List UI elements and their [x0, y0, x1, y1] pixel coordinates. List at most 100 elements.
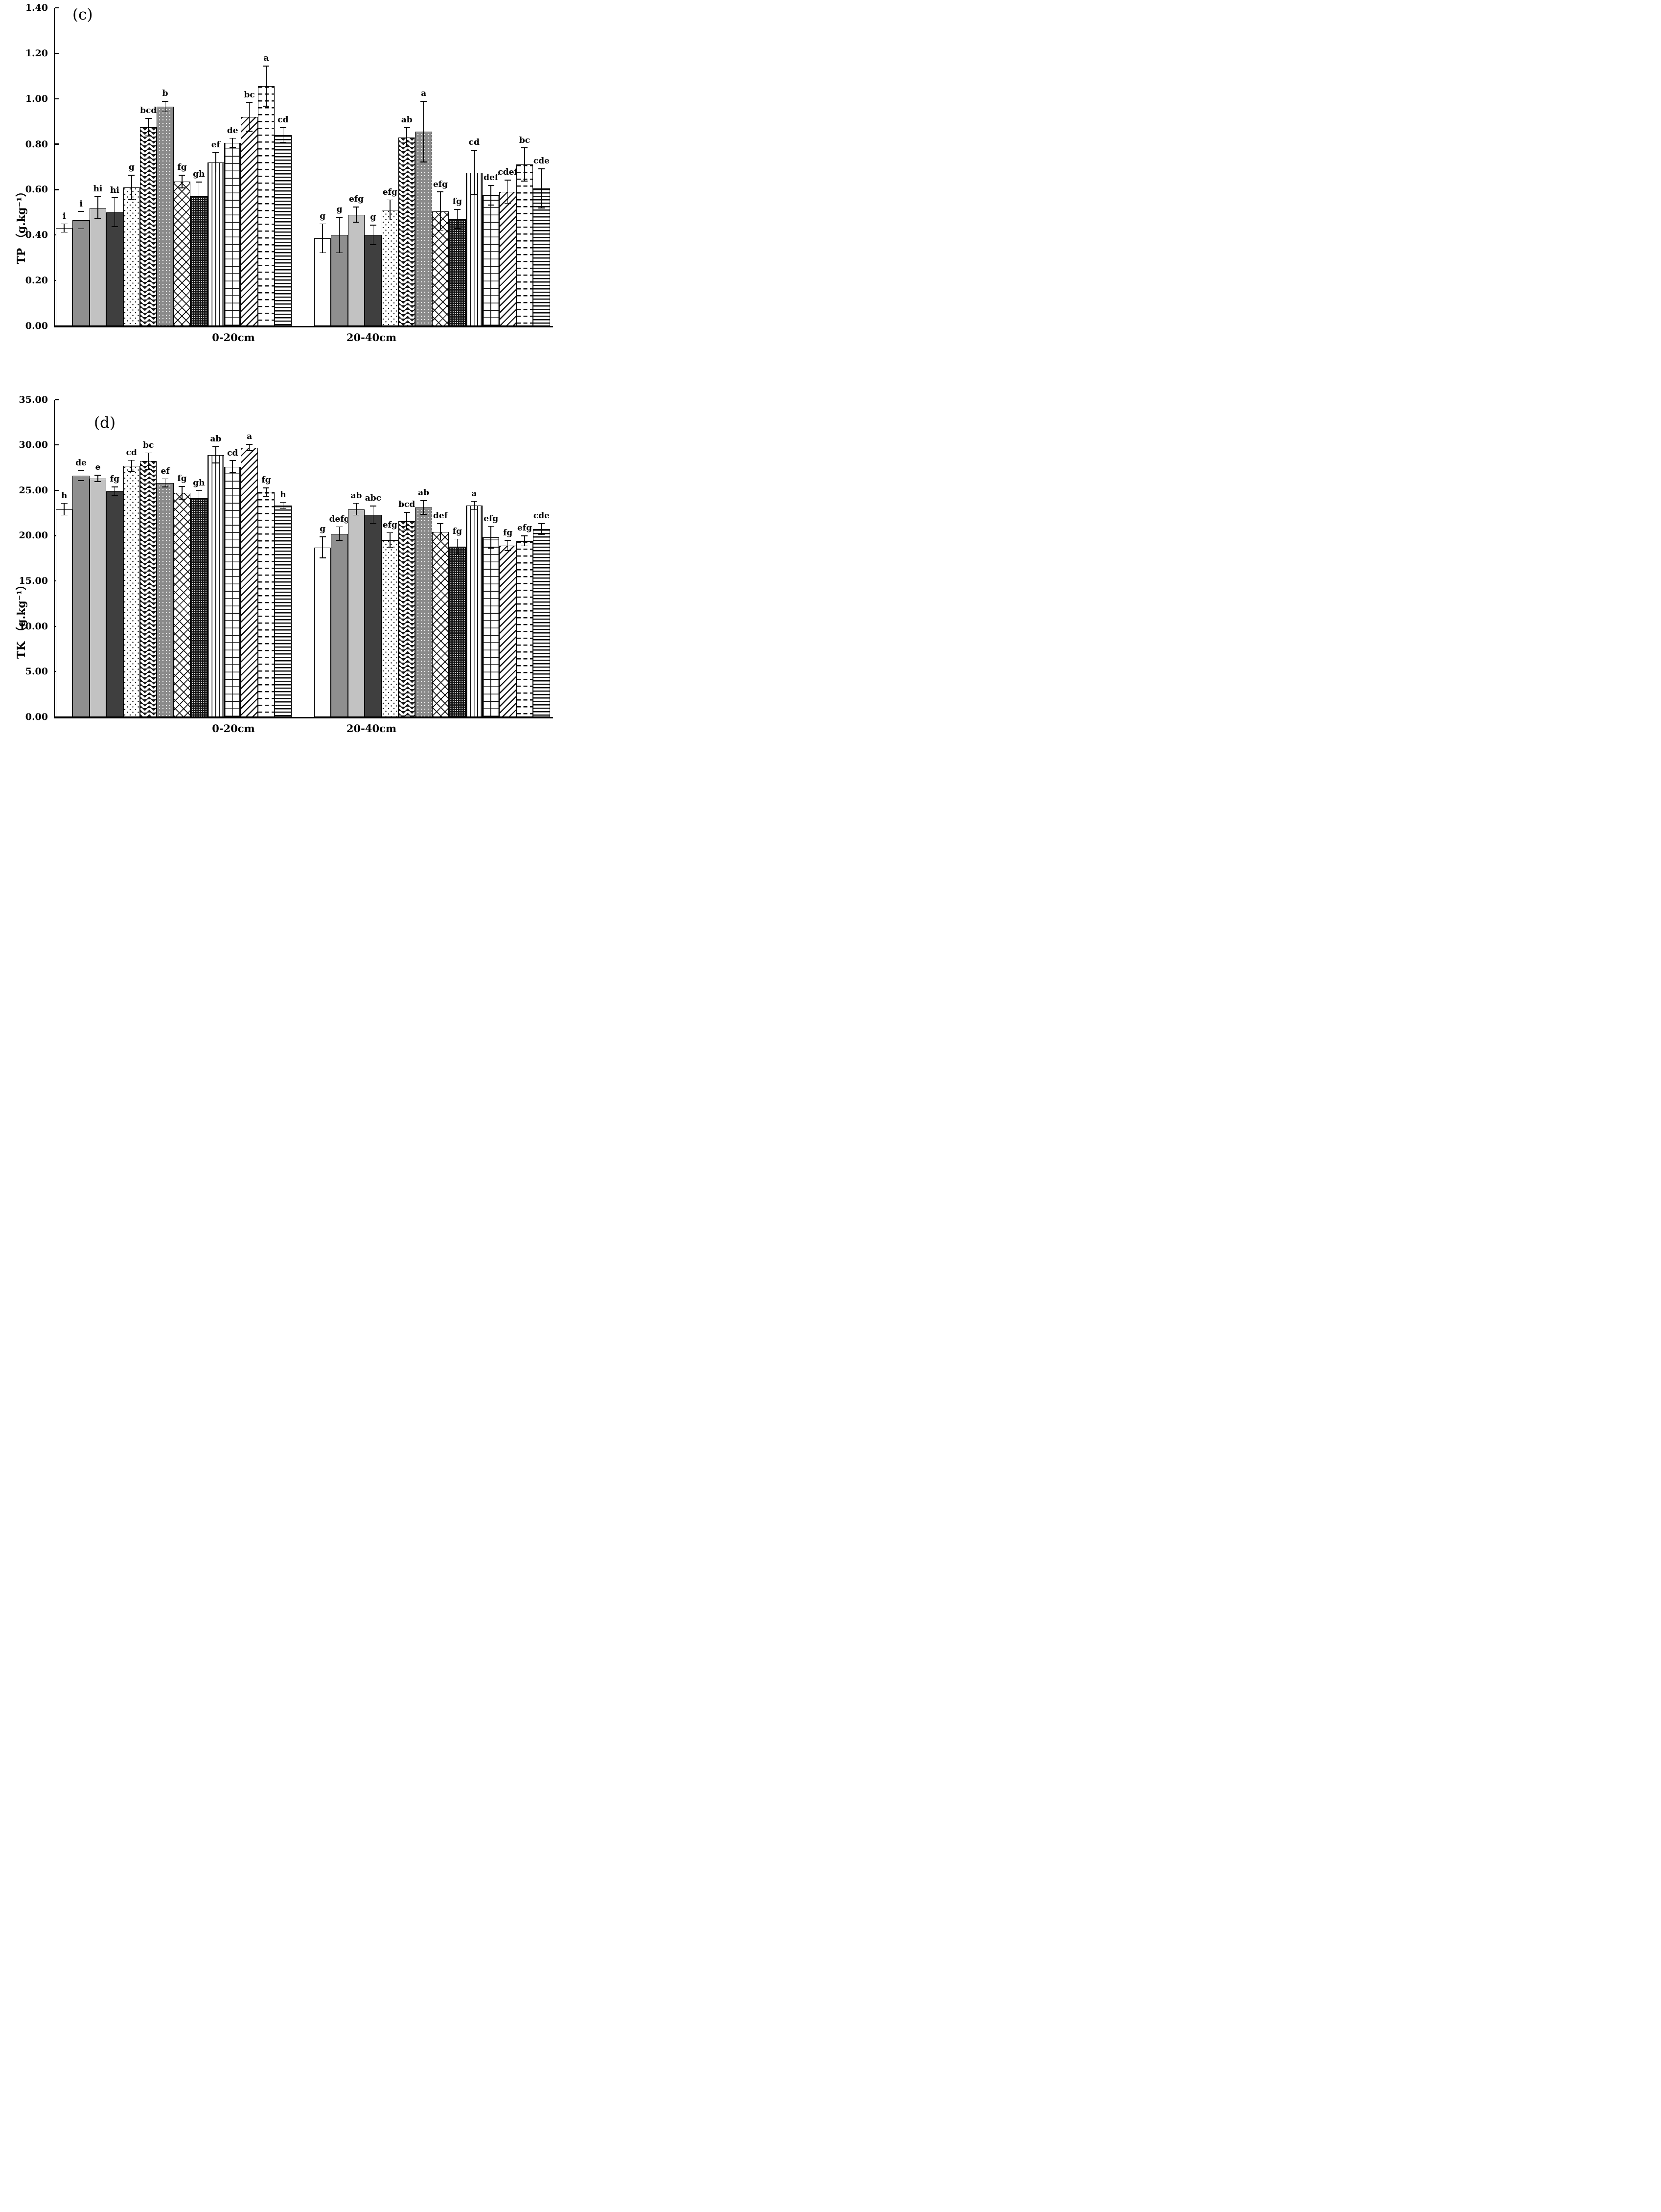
y-tick: [55, 489, 59, 491]
sig-letter: hi: [110, 185, 119, 195]
sig-letter: b: [162, 89, 168, 99]
y-tick: [55, 325, 59, 327]
bar: ab: [398, 115, 415, 326]
error-bar-top-cap: [279, 502, 286, 503]
sig-letter: gh: [193, 169, 205, 180]
bar: efg: [432, 180, 449, 326]
error-bar-line: [322, 536, 323, 558]
error-bar-bottom-cap: [162, 486, 169, 488]
bar: efg: [516, 524, 533, 717]
error-bar-line: [423, 500, 424, 515]
bar: g: [331, 205, 348, 326]
x-axis-line: [53, 717, 553, 718]
bar: fg: [106, 475, 123, 717]
sig-letter: cd: [468, 138, 480, 148]
y-tick: [55, 716, 59, 718]
error-bar: [466, 501, 482, 510]
error-bar-line: [390, 532, 391, 548]
y-tick-label: 0.20: [25, 275, 48, 286]
sig-letter: bc: [143, 440, 154, 450]
error-bar-top-cap: [61, 503, 68, 504]
bar: bc: [516, 136, 533, 326]
error-bar-line: [97, 475, 98, 482]
bar: efg: [381, 521, 398, 717]
error-bar-line: [215, 446, 216, 463]
error-bar-line: [266, 487, 267, 497]
y-tick-label: 0.80: [25, 138, 48, 150]
y-tick: [55, 52, 59, 54]
error-bar: [483, 526, 499, 549]
y-tick-label: 0.40: [25, 230, 48, 241]
bar: g: [365, 213, 382, 326]
error-bar-bottom-cap: [387, 547, 393, 548]
sig-letter: fg: [503, 528, 513, 538]
error-bar: [56, 503, 72, 516]
sig-letter: bc: [244, 90, 255, 100]
error-bar-line: [490, 526, 491, 549]
error-bar-line: [182, 486, 183, 500]
sig-letter: a: [263, 53, 269, 64]
y-tick-label: 0.00: [25, 321, 48, 331]
bar: hi: [106, 186, 123, 326]
error-bar-line: [131, 460, 132, 472]
sig-letter: fg: [177, 162, 187, 173]
error-bar-bottom-cap: [353, 514, 360, 516]
error-bar: [140, 452, 156, 470]
bar: cd: [123, 448, 140, 717]
sig-letter: g: [320, 211, 326, 222]
error-bar-bottom-cap: [111, 495, 118, 496]
y-tick-label: 1.40: [25, 2, 48, 13]
bar: cde: [533, 157, 550, 326]
sig-letter: fg: [110, 474, 119, 484]
error-bar: [124, 460, 139, 472]
bar: efg: [381, 188, 398, 326]
sig-letter: abc: [365, 493, 382, 504]
y-tick: [55, 98, 59, 99]
error-bar-bottom-cap: [420, 514, 427, 515]
y-tick-label: 0.00: [25, 712, 48, 722]
sig-letter: ef: [161, 466, 170, 476]
sig-letter: g: [370, 212, 376, 223]
error-bar-bottom-cap: [336, 540, 343, 541]
error-bar-bottom-cap: [538, 534, 545, 535]
error-bar-top-cap: [162, 478, 169, 480]
error-bar-top-cap: [94, 475, 101, 476]
bar: ab: [415, 488, 432, 717]
bar: b: [157, 89, 174, 326]
y-tick-label: 1.00: [25, 93, 48, 104]
sig-letter: hi: [93, 184, 103, 194]
sig-letter: cd: [126, 447, 137, 458]
error-bar-bottom-cap: [279, 508, 286, 509]
sig-letter: fg: [261, 475, 271, 485]
error-bar-top-cap: [179, 486, 185, 487]
sig-letter: de: [227, 126, 238, 136]
error-bar-line: [282, 502, 284, 509]
sig-letter: cde: [533, 511, 550, 521]
bar: fg: [449, 197, 466, 326]
sig-letter: efg: [348, 194, 364, 205]
category-label: 0-20cm: [212, 331, 255, 344]
y-tick-label: 25.00: [19, 484, 48, 496]
error-bar: [107, 486, 122, 496]
bar: efg: [347, 195, 365, 326]
bar: e: [89, 463, 107, 717]
error-bar-bottom-cap: [229, 472, 236, 473]
panel-c-label: (c): [72, 6, 93, 23]
bar: a: [415, 89, 432, 326]
error-bar: [399, 512, 415, 530]
error-bar-top-cap: [521, 535, 528, 536]
error-bar: [225, 460, 240, 473]
error-bar-top-cap: [212, 446, 219, 447]
category-label: 0-20cm: [212, 722, 255, 735]
error-bar-top-cap: [229, 460, 236, 461]
bar: ab: [207, 435, 224, 717]
error-bar-bottom-cap: [78, 480, 85, 482]
sig-letter: ab: [350, 490, 362, 501]
error-bar-bottom-cap: [94, 481, 101, 482]
bar: abc: [365, 494, 382, 717]
bar: ef: [207, 140, 224, 326]
y-axis-line: [53, 8, 55, 327]
error-bar-top-cap: [336, 526, 343, 528]
error-bar-line: [148, 452, 149, 470]
error-bar: [157, 478, 173, 488]
